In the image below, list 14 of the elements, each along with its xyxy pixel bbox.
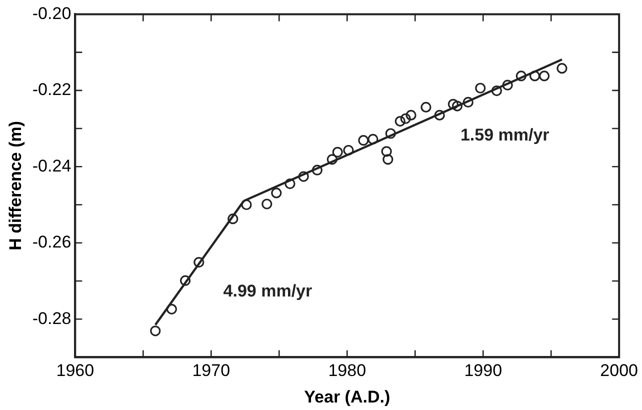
y-tick-label: -0.28	[32, 308, 72, 328]
y-tick-label: -0.24	[32, 156, 72, 176]
x-tick-label: 2000	[600, 361, 638, 380]
x-tick-label: 1960	[56, 361, 94, 380]
x-tick-label: 1970	[192, 361, 230, 380]
y-tick-label: -0.22	[32, 80, 72, 100]
y-tick-label: -0.20	[32, 4, 72, 23]
x-tick-label: 1980	[328, 361, 366, 380]
y-tick-label: -0.26	[32, 232, 72, 252]
annotation: 4.99 mm/yr	[223, 282, 312, 301]
annotation: 1.59 mm/yr	[460, 125, 550, 144]
y-axis-title: H difference (m)	[6, 120, 25, 250]
x-axis-title: Year (A.D.)	[304, 387, 390, 406]
x-tick-label: 1990	[464, 361, 502, 380]
